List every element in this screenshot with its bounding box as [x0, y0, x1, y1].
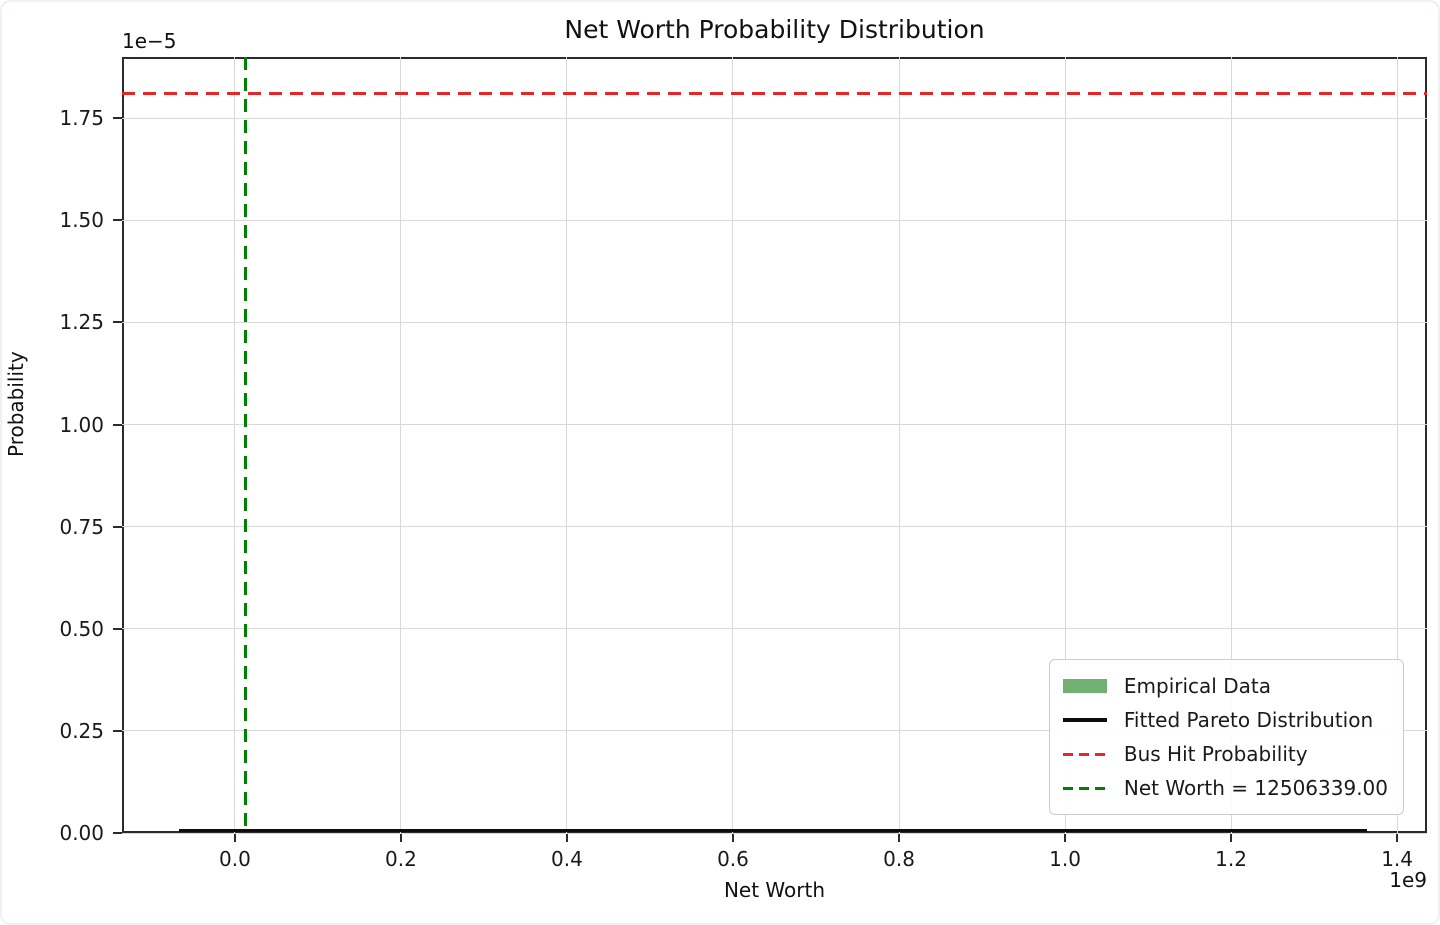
y-tick-label: 0.50 [59, 616, 104, 641]
legend-item: Empirical Data [1062, 669, 1388, 703]
x-tick-label: 0.0 [218, 847, 251, 871]
bus-hit-probability-line [122, 92, 1427, 96]
y-gridline [122, 117, 1427, 119]
x-gridline [1396, 57, 1398, 833]
x-gridline [566, 57, 568, 833]
fitted-pareto-line [178, 829, 1368, 832]
y-gridline [122, 219, 1427, 221]
legend-patch-handle [1062, 679, 1107, 693]
legend-label: Bus Hit Probability [1123, 742, 1308, 766]
x-tick-label: 1.0 [1049, 847, 1081, 871]
legend-label: Net Worth = 12506339.00 [1123, 776, 1388, 800]
x-tick-mark [233, 833, 236, 842]
y-gridline [122, 730, 1427, 732]
x-tick-label: 1.4 [1381, 847, 1414, 871]
y-tick-label: 1.25 [59, 310, 104, 335]
y-tick-label: 0.00 [59, 821, 104, 845]
y-tick-label: 0.75 [59, 514, 104, 539]
y-tick-mark [113, 729, 122, 732]
net-worth-marker-line [243, 57, 247, 833]
legend-item: Net Worth = 12506339.00 [1062, 771, 1388, 805]
legend-dashed-handle [1062, 786, 1107, 790]
y-tick-mark [113, 832, 122, 834]
y-tick-mark [113, 321, 122, 324]
x-tick-label: 0.8 [883, 847, 915, 871]
x-axis-label: Net Worth [723, 878, 826, 902]
x-gridline [898, 57, 900, 833]
y-axis-scale-offset: 1e−5 [122, 29, 177, 53]
x-gridline [1230, 57, 1232, 833]
y-tick-label: 1.00 [59, 412, 104, 437]
y-tick-label: 1.50 [59, 208, 104, 233]
x-tick-mark [1230, 833, 1233, 842]
legend-item: Fitted Pareto Distribution [1062, 703, 1388, 737]
x-tick-label: 0.6 [717, 847, 749, 871]
x-tick-mark [731, 833, 734, 842]
legend: Empirical Data Fitted Pareto Distribution… [1048, 659, 1404, 815]
x-tick-mark [1396, 833, 1399, 842]
y-axis-label: Probability [4, 351, 28, 457]
legend-item: Bus Hit Probability [1062, 737, 1388, 771]
x-tick-mark [898, 833, 901, 842]
legend-label: Fitted Pareto Distribution [1123, 708, 1374, 732]
y-tick-mark [113, 117, 122, 120]
x-gridline [400, 57, 402, 833]
x-tick-label: 0.2 [385, 847, 417, 871]
y-tick-label: 0.25 [59, 718, 104, 743]
legend-dashed-handle [1062, 752, 1107, 756]
y-tick-mark [113, 627, 122, 630]
y-gridline [122, 832, 1427, 834]
y-tick-mark [113, 525, 122, 528]
x-gridline [732, 57, 734, 833]
y-tick-mark [113, 219, 122, 222]
y-gridline [122, 424, 1427, 426]
y-tick-mark [113, 423, 122, 426]
legend-label: Empirical Data [1123, 674, 1271, 698]
legend-solid-handle [1062, 718, 1107, 722]
chart-title: Net Worth Probability Distribution [564, 15, 985, 44]
y-gridline [122, 321, 1427, 323]
y-tick-label: 1.75 [59, 106, 104, 131]
x-tick-label: 1.2 [1215, 847, 1247, 871]
x-gridline [1064, 57, 1066, 833]
x-gridline [234, 57, 236, 833]
y-gridline [122, 526, 1427, 528]
x-axis-scale-offset: 1e9 [1389, 868, 1427, 892]
x-tick-mark [565, 833, 568, 842]
y-gridline [122, 628, 1427, 630]
x-tick-mark [399, 833, 402, 842]
x-tick-mark [1064, 833, 1067, 842]
x-tick-label: 0.4 [551, 847, 583, 871]
